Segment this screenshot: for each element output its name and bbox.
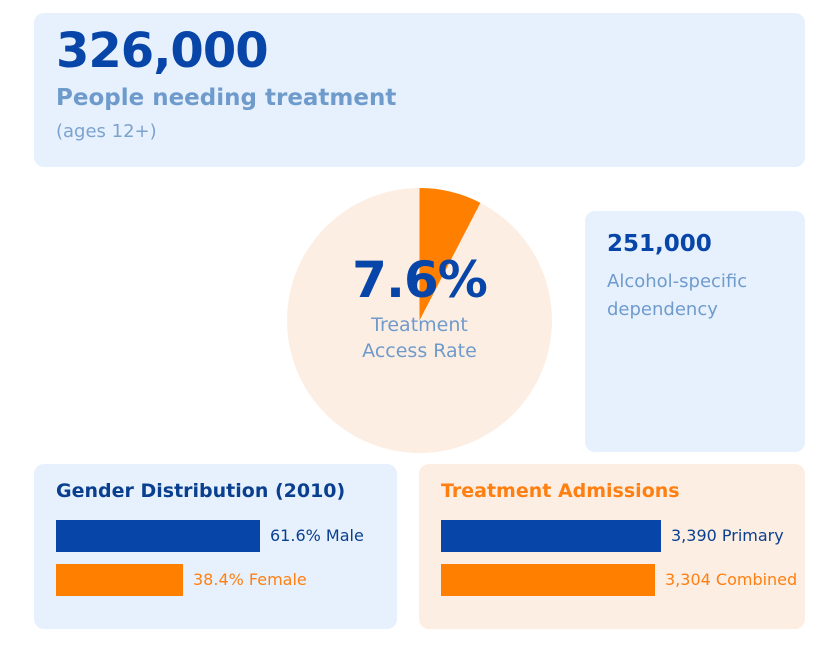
- headline-label: People needing treatment: [56, 85, 397, 111]
- access-rate-pie: 7.6% Treatment Access Rate: [287, 188, 552, 453]
- gender-label-male: 61.6% Male: [270, 526, 364, 545]
- access-rate-label-line1: Treatment: [371, 314, 468, 336]
- admissions-bar-combined: [441, 564, 655, 596]
- alcohol-card: 251,000 Alcohol-specific dependency: [585, 211, 805, 452]
- gender-bar-female: [56, 564, 183, 596]
- headline-sublabel: (ages 12+): [56, 121, 157, 142]
- admissions-label-combined: 3,304 Combined: [665, 570, 798, 589]
- headline-card: 326,000 People needing treatment (ages 1…: [34, 13, 805, 167]
- gender-card: Gender Distribution (2010) 61.6% Male 38…: [34, 464, 397, 629]
- admissions-title: Treatment Admissions: [441, 480, 680, 502]
- gender-title: Gender Distribution (2010): [56, 480, 346, 502]
- access-rate-label-line2: Access Rate: [362, 340, 477, 362]
- gender-label-female: 38.4% Female: [193, 570, 307, 589]
- pie-slice-receiving: [419, 188, 481, 321]
- alcohol-label: Alcohol-specific dependency: [607, 271, 748, 320]
- admissions-label-primary: 3,390 Primary: [671, 526, 784, 545]
- headline-value: 326,000: [56, 23, 269, 79]
- pie-center-text: 7.6% Treatment Access Rate: [287, 248, 552, 364]
- pie-chart-svg: [287, 188, 552, 453]
- admissions-bar-primary: [441, 520, 661, 552]
- access-rate-value: 7.6%: [352, 251, 488, 309]
- admissions-card: Treatment Admissions 3,390 Primary 3,304…: [419, 464, 805, 629]
- gender-bar-male: [56, 520, 260, 552]
- alcohol-value: 251,000: [607, 231, 712, 257]
